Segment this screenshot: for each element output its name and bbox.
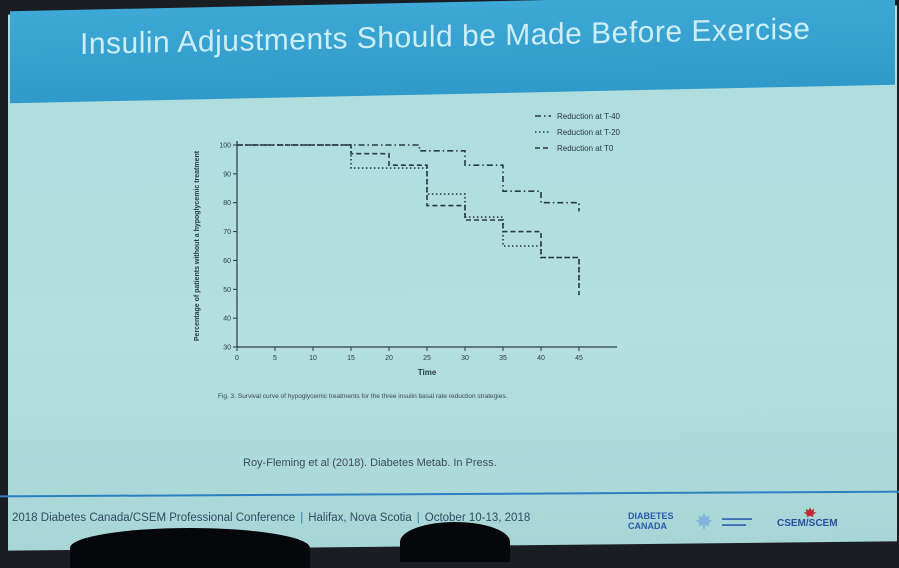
series-line-2	[237, 144, 580, 296]
diabetes-canada-logo: DIABETES CANADA	[628, 511, 674, 531]
footer-separator: |	[300, 512, 304, 524]
figure-caption: Fig. 3. Survival curve of hypoglycemic t…	[218, 393, 508, 400]
series-line-0	[237, 144, 580, 212]
x-tick-label: 5	[273, 355, 277, 362]
footer-conference: 2018 Diabetes Canada/CSEM Professional C…	[12, 512, 296, 524]
legend-label-0: Reduction at T-40	[557, 112, 621, 121]
x-tick-label: 20	[385, 355, 393, 362]
survival-chart: Reduction at T-40 Reduction at T-20 Reduct…	[194, 112, 621, 377]
legend-label-1: Reduction at T-20	[557, 128, 621, 137]
x-tick-label: 0	[235, 355, 239, 362]
maple-leaf-icon	[695, 512, 713, 530]
plot-area: 0 5 10 15 20 25 30 35 40 45 30 40 50 60 70 80 90 100	[219, 141, 617, 362]
footer-dates: October 10-13, 2018	[424, 512, 531, 524]
x-axis-label: Time	[418, 368, 437, 377]
x-tick-label: 35	[499, 355, 507, 362]
y-tick-label: 70	[223, 229, 231, 236]
y-tick-label: 80	[223, 200, 231, 207]
footer-text: 2018 Diabetes Canada/CSEM Professional C…	[12, 512, 530, 524]
y-tick-label: 30	[223, 345, 231, 352]
x-tick-label: 40	[537, 355, 545, 362]
audience-head-left	[70, 528, 310, 568]
y-axis-label: Percentage of patients without a hypogly…	[194, 150, 201, 341]
footer-location: Halifax, Nova Scotia	[308, 512, 412, 524]
partner-logo: ▬▬▬▬▬ ▬▬▬▬	[722, 516, 752, 528]
audience-head-right	[400, 522, 510, 562]
chart-legend: Reduction at T-40 Reduction at T-20 Reduct…	[535, 112, 621, 153]
logo-dc-line1: DIABETES	[628, 511, 674, 521]
y-tick-label: 50	[223, 287, 231, 294]
footer-separator: |	[416, 512, 420, 524]
y-tick-label: 60	[223, 258, 231, 265]
csem-leaf-icon	[803, 507, 817, 518]
x-tick-label: 25	[423, 355, 431, 362]
series-line-1	[237, 144, 580, 284]
citation: Roy-Fleming et al (2018). Diabetes Metab…	[243, 457, 497, 469]
x-tick-label: 30	[461, 355, 469, 362]
legend-label-2: Reduction at T0	[557, 144, 614, 153]
x-tick-label: 10	[309, 355, 317, 362]
x-tick-label: 15	[347, 355, 355, 362]
y-tick-label: 100	[219, 143, 231, 150]
logo-dc-line2: CANADA	[628, 521, 667, 531]
y-tick-label: 90	[223, 171, 231, 178]
y-tick-label: 40	[223, 316, 231, 323]
csem-logo: CSEM/SCEM	[777, 518, 838, 529]
x-tick-label: 45	[575, 355, 583, 362]
